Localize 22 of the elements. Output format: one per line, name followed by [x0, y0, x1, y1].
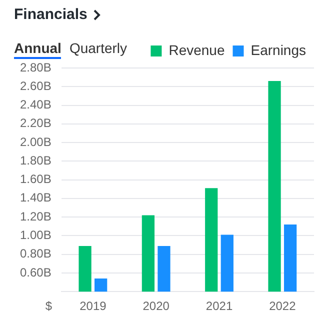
legend-label: Revenue — [168, 42, 225, 58]
y-tick-label: 2.00B — [20, 134, 52, 149]
x-tick-label: 2019 — [80, 299, 107, 314]
x-tick-label: 2021 — [206, 299, 233, 314]
y-tick-label: 1.20B — [20, 209, 52, 224]
y-tick-label: 1.40B — [20, 190, 52, 205]
y-tick-label: 1.00B — [20, 228, 52, 242]
y-tick-label: 0.80B — [20, 246, 52, 261]
y-axis-title: $ — [45, 298, 52, 313]
legend-label: Earnings — [250, 42, 306, 58]
y-tick-label: 1.60B — [20, 172, 52, 186]
y-tick-label: 2.60B — [20, 78, 52, 93]
text: Quarterly — [69, 40, 128, 58]
x-tick-label: 2020 — [142, 299, 170, 314]
y-tick-label: 2.80B — [20, 60, 52, 74]
x-tick-label: 2022 — [269, 299, 296, 314]
y-tick-label: 2.40B — [20, 98, 52, 112]
text: Annual — [14, 40, 62, 59]
y-tick-label: 1.80B — [20, 153, 52, 168]
y-tick-label: 0.60B — [20, 265, 52, 280]
y-tick-label: 2.20B — [20, 116, 52, 130]
chart-title: Financials — [14, 6, 88, 23]
